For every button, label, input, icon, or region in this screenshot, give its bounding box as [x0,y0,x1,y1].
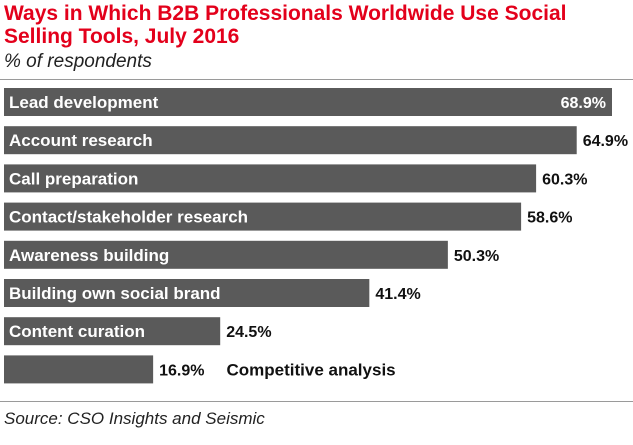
value-label-account-research: 64.9% [583,133,628,150]
chart-source: Source: CSO Insights and Seismic [4,409,265,428]
category-label-building-own-social-brand: Building own social brand [9,284,221,303]
bar-call-preparation [4,164,537,193]
category-label-account-research: Account research [9,131,153,150]
value-label-competitive-analysis: 16.9% [159,362,204,379]
category-label-content-curation: Content curation [9,322,145,341]
category-label-contact-stakeholder-research: Contact/stakeholder research [9,208,248,227]
bar-competitive-analysis [4,355,154,384]
value-label-awareness-building: 50.3% [454,248,499,265]
value-label-lead-development: 68.9% [561,95,606,112]
bar-building-own-social-brand [4,279,370,307]
chart-title: Ways in Which B2B Professionals Worldwid… [4,2,567,48]
category-label-lead-development: Lead development [9,93,159,112]
bar-content-curation [4,317,221,346]
bottom-divider [0,401,633,402]
top-divider [0,79,633,80]
category-label-call-preparation: Call preparation [9,169,138,188]
bar-contact-stakeholder-research [4,202,522,231]
bar-awareness-building [4,240,448,269]
bar-lead-development [4,88,612,116]
bar-account-research [4,126,577,155]
chart-subtitle: % of respondents [4,51,152,72]
value-label-call-preparation: 60.3% [542,171,587,188]
value-label-building-own-social-brand: 41.4% [375,286,420,303]
category-label-awareness-building: Awareness building [9,246,169,265]
category-label-competitive-analysis: Competitive analysis [227,360,396,379]
value-label-contact-stakeholder-research: 58.6% [527,210,572,227]
value-label-content-curation: 24.5% [226,324,271,341]
bar-chart: Lead development 68.9% Account research 64.… [4,88,628,384]
